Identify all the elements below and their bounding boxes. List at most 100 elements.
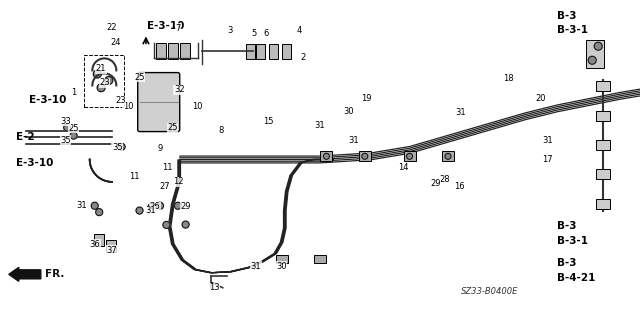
Circle shape <box>163 221 170 228</box>
Text: 31: 31 <box>348 137 358 145</box>
Circle shape <box>70 132 77 139</box>
Text: 32: 32 <box>174 85 184 94</box>
Text: 25: 25 <box>68 124 79 133</box>
Text: 23: 23 <box>115 96 125 105</box>
Text: 31: 31 <box>542 136 552 145</box>
Text: 30: 30 <box>344 107 354 116</box>
Circle shape <box>182 221 189 228</box>
Text: SZ33-B0400E: SZ33-B0400E <box>461 287 518 296</box>
Circle shape <box>92 202 98 209</box>
Text: 23: 23 <box>99 78 109 87</box>
Text: 19: 19 <box>361 94 371 103</box>
Circle shape <box>157 202 163 209</box>
Text: FR.: FR. <box>45 269 64 279</box>
Circle shape <box>445 153 451 159</box>
Text: 2: 2 <box>300 53 305 62</box>
Text: B-3: B-3 <box>557 258 576 268</box>
Text: 31: 31 <box>145 206 156 215</box>
Circle shape <box>148 203 155 210</box>
Bar <box>596 111 610 122</box>
Text: 22: 22 <box>107 23 117 32</box>
Circle shape <box>362 153 368 159</box>
Text: E-3-10: E-3-10 <box>29 95 66 106</box>
Text: 13: 13 <box>209 283 220 292</box>
Text: E-2: E-2 <box>16 132 35 142</box>
Bar <box>596 81 610 91</box>
Text: 14: 14 <box>398 163 408 172</box>
Bar <box>276 255 287 263</box>
Circle shape <box>170 124 176 131</box>
Text: 36: 36 <box>90 240 100 249</box>
Bar <box>269 43 278 59</box>
Bar <box>94 234 104 246</box>
Text: 16: 16 <box>454 182 465 191</box>
Text: 21: 21 <box>96 64 106 73</box>
Text: 12: 12 <box>173 177 183 186</box>
Bar <box>156 43 166 59</box>
Bar <box>442 151 454 161</box>
Circle shape <box>588 56 596 64</box>
Text: 7: 7 <box>175 24 180 33</box>
Bar <box>314 255 326 263</box>
Text: 31: 31 <box>77 201 87 210</box>
Text: 9: 9 <box>157 144 163 153</box>
Text: 30: 30 <box>276 262 287 271</box>
Text: 6: 6 <box>263 29 268 38</box>
Text: 3: 3 <box>228 26 233 35</box>
Text: 35: 35 <box>112 143 122 152</box>
Text: 11: 11 <box>129 172 140 181</box>
Text: 8: 8 <box>218 126 223 135</box>
Bar <box>106 240 116 252</box>
Text: 20: 20 <box>536 94 546 103</box>
Text: B-3-1: B-3-1 <box>557 236 588 246</box>
Text: 5: 5 <box>252 29 257 38</box>
Circle shape <box>118 143 125 150</box>
Bar <box>596 199 610 209</box>
Text: 29: 29 <box>180 202 191 211</box>
Text: 4: 4 <box>296 26 301 35</box>
Circle shape <box>93 70 101 78</box>
Text: 29: 29 <box>430 179 440 188</box>
Circle shape <box>323 153 330 159</box>
Text: 10: 10 <box>192 102 202 111</box>
Circle shape <box>406 153 413 159</box>
Text: 28: 28 <box>440 175 450 184</box>
Bar <box>282 43 291 59</box>
Bar <box>256 43 266 59</box>
Text: 25: 25 <box>168 123 178 132</box>
Bar <box>596 169 610 179</box>
Bar <box>404 151 415 161</box>
FancyArrow shape <box>9 267 41 281</box>
Circle shape <box>594 42 602 50</box>
Text: 27: 27 <box>160 182 170 191</box>
Text: 1: 1 <box>71 88 76 97</box>
Text: 26: 26 <box>150 202 160 211</box>
Text: B-3: B-3 <box>557 11 576 21</box>
Bar <box>586 40 604 68</box>
Bar <box>168 43 178 59</box>
Text: 35: 35 <box>60 136 70 145</box>
Text: 25: 25 <box>134 73 145 82</box>
Text: 37: 37 <box>107 246 117 255</box>
Bar <box>596 140 610 150</box>
FancyBboxPatch shape <box>138 73 180 131</box>
Bar <box>246 43 255 59</box>
Text: B-3: B-3 <box>557 221 576 232</box>
Text: 15: 15 <box>264 117 274 126</box>
Text: 18: 18 <box>504 74 514 83</box>
Circle shape <box>175 202 181 209</box>
Circle shape <box>105 76 113 85</box>
Text: 31: 31 <box>251 262 261 271</box>
Text: 17: 17 <box>542 155 552 164</box>
Bar <box>321 151 332 161</box>
Text: 31: 31 <box>315 121 325 130</box>
Text: E-3-10: E-3-10 <box>147 20 184 31</box>
Circle shape <box>97 84 105 92</box>
Bar <box>359 151 371 161</box>
Text: 10: 10 <box>123 102 133 111</box>
Text: 24: 24 <box>110 38 120 47</box>
Text: E-3-10: E-3-10 <box>16 158 53 168</box>
Bar <box>180 43 190 59</box>
Text: B-4-21: B-4-21 <box>557 272 595 283</box>
Text: 33: 33 <box>60 117 70 126</box>
